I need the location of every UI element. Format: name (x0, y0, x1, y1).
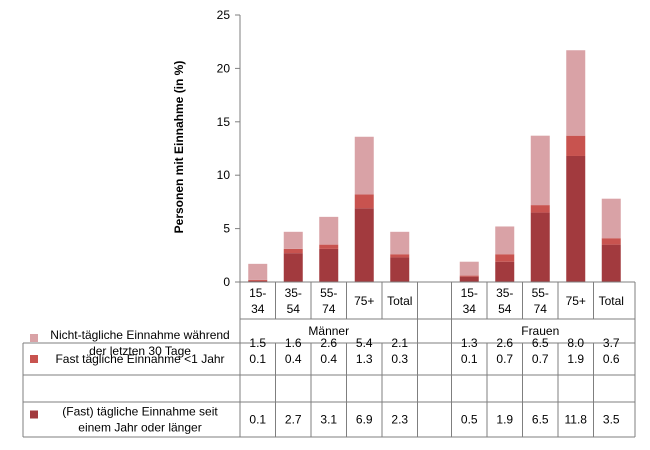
data-label: 8.0 (567, 336, 584, 350)
bar-1-4-s0 (601, 244, 621, 282)
x-tick-label: 75+ (354, 294, 374, 308)
bar-0-0-s0 (248, 280, 268, 282)
bar-1-4-s2 (601, 198, 621, 239)
bar-1-3-s2 (566, 50, 586, 136)
bar-0-3-s1 (354, 194, 374, 209)
data-label: 1.9 (496, 413, 513, 427)
y-tick-label: 15 (217, 115, 231, 129)
data-label: 1.3 (461, 336, 478, 350)
bar-1-3-s1 (566, 135, 586, 156)
data-label: 0.7 (532, 352, 549, 366)
bar-0-2-s2 (319, 216, 339, 245)
data-label: 0.4 (285, 352, 302, 366)
group-label: Frauen (521, 324, 559, 338)
data-label: 1.3 (356, 352, 373, 366)
bar-0-0-s2 (248, 263, 268, 280)
data-label: 0.7 (496, 352, 513, 366)
data-label: 0.1 (249, 413, 266, 427)
x-tick-label: 15-34 (249, 286, 266, 316)
bar-1-0-s2 (459, 261, 479, 276)
data-label: 2.7 (285, 413, 302, 427)
bar-0-1-s1 (283, 248, 303, 254)
x-tick-label: 75+ (566, 294, 586, 308)
x-tick-label: Total (387, 294, 412, 308)
bar-0-4-s2 (390, 231, 410, 255)
y-tick-label: 20 (217, 61, 231, 75)
data-label: 1.5 (249, 336, 266, 350)
legend-label-2: Nicht-tägliche Einnahme während der letzt… (50, 328, 229, 358)
bar-0-3-s0 (354, 208, 374, 282)
bar-0-0-s1 (248, 279, 268, 281)
data-label: 0.6 (603, 352, 620, 366)
data-label: 2.1 (391, 336, 408, 350)
bar-0-1-s0 (283, 253, 303, 282)
x-tick-label: 55-74 (532, 286, 549, 316)
data-label: 6.9 (356, 413, 373, 427)
x-tick-label: 35-54 (285, 286, 302, 316)
bar-1-1-s1 (495, 254, 515, 262)
data-label: 2.3 (391, 413, 408, 427)
group-label: Männer (308, 324, 349, 338)
y-tick-label: 5 (223, 222, 230, 236)
legend-label-1: Fast tägliche Einnahme <1 Jahr (55, 352, 224, 366)
bar-0-4-s1 (390, 254, 410, 258)
y-tick-label: 10 (217, 168, 231, 182)
bar-1-0-s1 (459, 275, 479, 277)
bar-0-2-s0 (319, 248, 339, 282)
y-tick-label: 25 (217, 8, 231, 22)
bar-1-1-s0 (495, 261, 515, 282)
data-label: 0.4 (320, 352, 337, 366)
y-tick-label: 0 (223, 275, 230, 289)
bar-0-3-s2 (354, 136, 374, 195)
data-label: 0.3 (391, 352, 408, 366)
legend-key-2 (30, 334, 38, 342)
legend-key-0 (30, 410, 38, 419)
bar-0-1-s2 (283, 231, 303, 249)
data-label: 2.6 (496, 336, 513, 350)
bar-1-4-s1 (601, 238, 621, 245)
data-label: 0.1 (249, 352, 266, 366)
bar-1-0-s0 (459, 276, 479, 282)
bar-0-2-s1 (319, 244, 339, 249)
data-label: 11.8 (565, 413, 588, 427)
data-label: 0.5 (461, 413, 478, 427)
x-tick-label: 55-74 (320, 286, 337, 316)
data-label: 1.9 (567, 352, 584, 366)
data-label: 3.5 (603, 413, 620, 427)
bar-1-1-s2 (495, 226, 515, 255)
x-tick-label: 15-34 (461, 286, 478, 316)
x-tick-label: 35-54 (496, 286, 513, 316)
x-tick-label: Total (599, 294, 624, 308)
legend-label-0: (Fast) tägliche Einnahme seit einem Jahr … (62, 405, 218, 435)
bar-1-3-s0 (566, 155, 586, 282)
bar-0-4-s0 (390, 257, 410, 282)
data-label: 6.5 (532, 413, 549, 427)
bar-1-2-s0 (530, 212, 550, 282)
legend-key-1 (30, 355, 38, 363)
data-label: 2.6 (320, 336, 337, 350)
data-label: 5.4 (356, 336, 373, 350)
data-label: 3.1 (320, 413, 337, 427)
data-label: 1.6 (285, 336, 302, 350)
y-axis-label: Personen mit Einnahme (in %) (172, 61, 186, 234)
data-label: 3.7 (603, 336, 620, 350)
bar-1-2-s2 (530, 135, 550, 206)
data-label: 0.1 (461, 352, 478, 366)
bar-1-2-s1 (530, 205, 550, 213)
data-label: 6.5 (532, 336, 549, 350)
